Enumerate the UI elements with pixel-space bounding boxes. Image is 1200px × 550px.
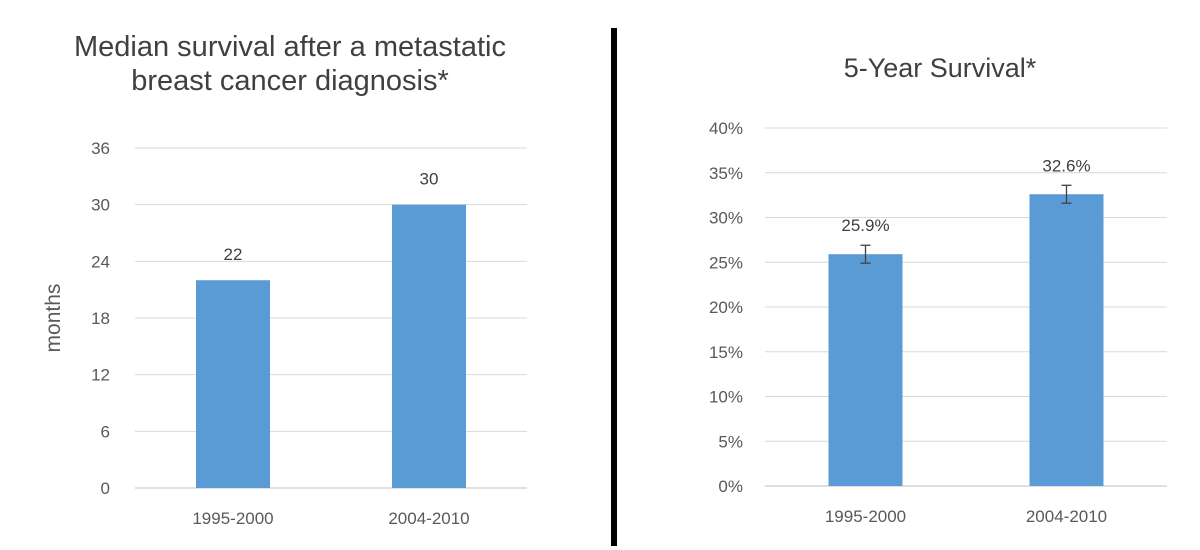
bar xyxy=(1029,194,1104,487)
five-year-survival-chart: 5-Year Survival* 0% 5% 10% 15% 20% 25% 30% 35% 4… xyxy=(620,0,1200,550)
y-tick-label: 18 xyxy=(91,309,110,328)
x-tick-label: 2004-2010 xyxy=(388,509,469,528)
y-tick-label: 30 xyxy=(91,196,110,215)
panel-divider xyxy=(611,28,617,546)
y-tick-label: 10% xyxy=(709,388,743,407)
median-survival-chart: Median survival after a metastatic breas… xyxy=(42,31,527,528)
y-tick-label: 6 xyxy=(101,422,110,441)
y-tick-label: 24 xyxy=(91,252,110,271)
chart-title: Median survival after a metastatic breas… xyxy=(74,31,506,97)
y-tick-label: 0 xyxy=(101,479,110,498)
bar xyxy=(392,204,466,488)
y-tick-label: 0% xyxy=(718,477,743,496)
bar xyxy=(196,280,270,488)
y-tick-label: 35% xyxy=(709,164,743,183)
y-tick-label: 15% xyxy=(709,343,743,362)
y-tick-label: 30% xyxy=(709,209,743,228)
y-tick-label: 5% xyxy=(718,432,743,451)
data-label: 25.9% xyxy=(841,216,889,235)
median-survival-plot: 0 6 12 18 24 30 36 months 22 1995-2000 30 2004-2010 xyxy=(42,139,527,528)
x-tick-label: 2004-2010 xyxy=(1026,507,1107,526)
data-label: 22 xyxy=(224,245,243,264)
y-tick-label: 12 xyxy=(91,366,110,385)
y-tick-label: 36 xyxy=(91,139,110,158)
five-year-survival-plot: 0% 5% 10% 15% 20% 25% 30% 35% 40% 25.9% 1995-2000 3… xyxy=(709,119,1167,526)
data-label: 30 xyxy=(420,170,439,189)
data-label: 32.6% xyxy=(1042,156,1090,175)
y-tick-label: 40% xyxy=(709,119,743,138)
y-tick-label: 25% xyxy=(709,253,743,272)
y-axis-title: months xyxy=(42,284,65,353)
x-tick-label: 1995-2000 xyxy=(192,509,273,528)
y-tick-label: 20% xyxy=(709,298,743,317)
x-tick-label: 1995-2000 xyxy=(825,507,906,526)
bar xyxy=(828,254,903,486)
chart-title: 5-Year Survival* xyxy=(843,53,1037,83)
